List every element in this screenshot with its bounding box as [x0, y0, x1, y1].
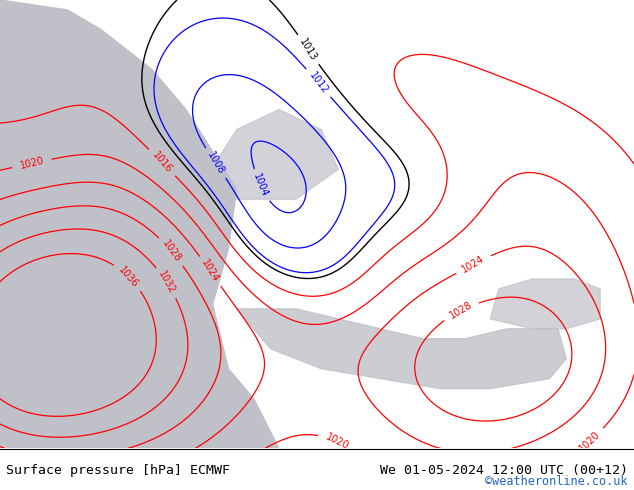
Text: 1013: 1013: [297, 36, 319, 63]
Polygon shape: [0, 0, 279, 448]
Text: 1028: 1028: [160, 239, 183, 265]
Text: ©weatheronline.co.uk: ©weatheronline.co.uk: [485, 475, 628, 488]
Text: 1016: 1016: [150, 150, 174, 175]
Text: 1020: 1020: [577, 429, 602, 453]
Text: 1008: 1008: [205, 150, 226, 176]
Text: 1020: 1020: [323, 432, 350, 451]
Text: 1012: 1012: [307, 70, 330, 96]
Text: 1032: 1032: [157, 270, 177, 296]
Text: 1004: 1004: [251, 172, 270, 198]
Polygon shape: [0, 0, 228, 448]
Text: 1028: 1028: [448, 300, 474, 321]
Text: 1036: 1036: [117, 265, 141, 290]
Text: Surface pressure [hPa] ECMWF: Surface pressure [hPa] ECMWF: [6, 464, 230, 477]
Text: 1024: 1024: [460, 254, 487, 275]
Polygon shape: [236, 309, 566, 389]
Polygon shape: [490, 279, 600, 329]
Polygon shape: [211, 110, 338, 199]
Text: 1024: 1024: [200, 258, 221, 284]
Text: 1020: 1020: [18, 156, 45, 171]
Text: We 01-05-2024 12:00 UTC (00+12): We 01-05-2024 12:00 UTC (00+12): [380, 464, 628, 477]
